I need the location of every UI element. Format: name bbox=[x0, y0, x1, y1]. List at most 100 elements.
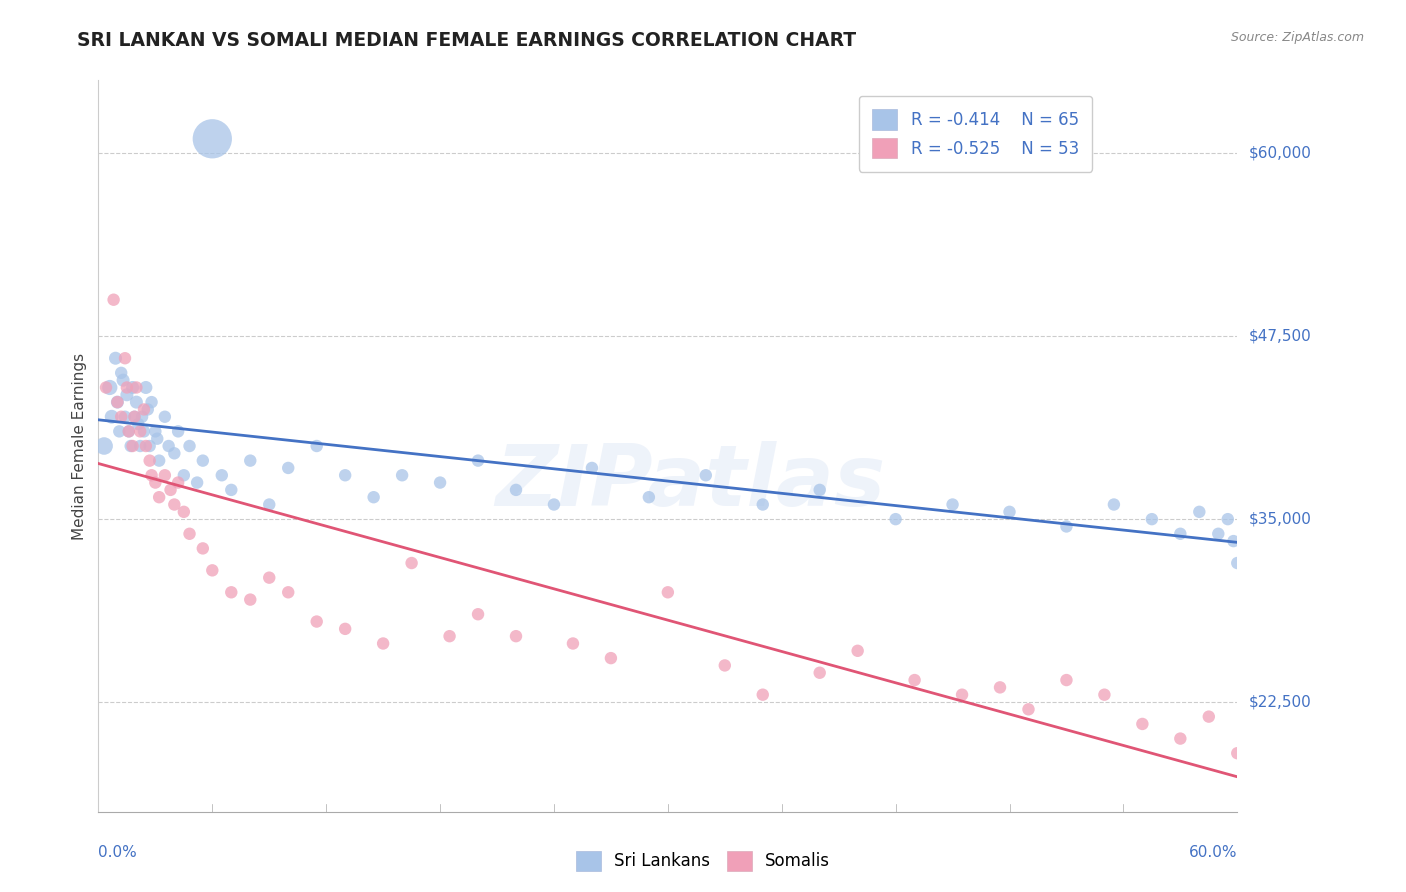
Legend: R = -0.414    N = 65, R = -0.525    N = 53: R = -0.414 N = 65, R = -0.525 N = 53 bbox=[859, 96, 1092, 171]
Point bbox=[988, 681, 1011, 695]
Point bbox=[138, 453, 160, 467]
Point bbox=[1056, 519, 1078, 533]
Point bbox=[141, 395, 163, 409]
Point bbox=[129, 439, 152, 453]
Point bbox=[100, 409, 122, 424]
Point bbox=[752, 688, 775, 702]
Point bbox=[277, 461, 299, 475]
Point bbox=[132, 425, 155, 439]
Point bbox=[131, 409, 153, 424]
Text: SRI LANKAN VS SOMALI MEDIAN FEMALE EARNINGS CORRELATION CHART: SRI LANKAN VS SOMALI MEDIAN FEMALE EARNI… bbox=[77, 31, 856, 50]
Point bbox=[163, 498, 186, 512]
Point bbox=[305, 439, 328, 453]
Point bbox=[179, 439, 201, 453]
Point bbox=[1094, 688, 1116, 702]
Point bbox=[950, 688, 973, 702]
Point bbox=[335, 622, 357, 636]
Point bbox=[163, 446, 186, 460]
Point bbox=[201, 132, 224, 146]
Point bbox=[179, 526, 201, 541]
Point bbox=[148, 490, 170, 504]
Point bbox=[1018, 702, 1040, 716]
Point bbox=[115, 380, 138, 394]
Point bbox=[93, 439, 115, 453]
Point bbox=[186, 475, 208, 490]
Point bbox=[211, 468, 233, 483]
Point bbox=[239, 592, 262, 607]
Point bbox=[127, 417, 149, 431]
Point bbox=[191, 453, 214, 467]
Point bbox=[167, 475, 190, 490]
Point bbox=[125, 380, 148, 394]
Point bbox=[467, 453, 489, 467]
Point bbox=[752, 498, 775, 512]
Point bbox=[259, 498, 281, 512]
Point bbox=[998, 505, 1021, 519]
Point bbox=[201, 563, 224, 577]
Point bbox=[173, 468, 195, 483]
Point bbox=[439, 629, 461, 643]
Point bbox=[107, 395, 129, 409]
Point bbox=[371, 636, 394, 650]
Point bbox=[714, 658, 737, 673]
Text: $35,000: $35,000 bbox=[1249, 512, 1312, 526]
Point bbox=[145, 475, 167, 490]
Text: ZIPatlas: ZIPatlas bbox=[495, 441, 886, 524]
Point bbox=[103, 293, 125, 307]
Point bbox=[1198, 709, 1220, 723]
Point bbox=[221, 483, 243, 497]
Point bbox=[132, 402, 155, 417]
Point bbox=[108, 425, 131, 439]
Point bbox=[401, 556, 423, 570]
Point bbox=[239, 453, 262, 467]
Point bbox=[904, 673, 927, 687]
Point bbox=[107, 395, 129, 409]
Point bbox=[145, 425, 167, 439]
Point bbox=[505, 629, 527, 643]
Point bbox=[884, 512, 907, 526]
Point bbox=[135, 439, 157, 453]
Point bbox=[277, 585, 299, 599]
Point bbox=[115, 388, 138, 402]
Point bbox=[129, 425, 152, 439]
Point bbox=[118, 425, 141, 439]
Point bbox=[121, 380, 143, 394]
Point bbox=[1188, 505, 1211, 519]
Point bbox=[1226, 746, 1249, 760]
Point bbox=[148, 453, 170, 467]
Point bbox=[1226, 556, 1249, 570]
Point bbox=[335, 468, 357, 483]
Point bbox=[138, 439, 160, 453]
Point bbox=[657, 585, 679, 599]
Point bbox=[1222, 534, 1244, 549]
Point bbox=[600, 651, 623, 665]
Point bbox=[135, 380, 157, 394]
Point bbox=[562, 636, 585, 650]
Point bbox=[114, 351, 136, 366]
Y-axis label: Median Female Earnings: Median Female Earnings bbox=[72, 352, 87, 540]
Point bbox=[157, 439, 180, 453]
Point bbox=[1102, 498, 1125, 512]
Point bbox=[159, 483, 181, 497]
Legend: Sri Lankans, Somalis: Sri Lankans, Somalis bbox=[568, 842, 838, 880]
Point bbox=[1170, 526, 1192, 541]
Point bbox=[136, 402, 159, 417]
Point bbox=[846, 644, 869, 658]
Point bbox=[112, 373, 135, 387]
Text: Source: ZipAtlas.com: Source: ZipAtlas.com bbox=[1230, 31, 1364, 45]
Point bbox=[120, 439, 142, 453]
Text: $47,500: $47,500 bbox=[1249, 329, 1312, 343]
Point bbox=[695, 468, 717, 483]
Point bbox=[124, 409, 146, 424]
Text: $60,000: $60,000 bbox=[1249, 146, 1312, 161]
Point bbox=[543, 498, 565, 512]
Point bbox=[191, 541, 214, 556]
Point bbox=[146, 432, 169, 446]
Point bbox=[1170, 731, 1192, 746]
Point bbox=[94, 380, 117, 394]
Point bbox=[429, 475, 451, 490]
Point bbox=[808, 665, 831, 680]
Point bbox=[1140, 512, 1163, 526]
Point bbox=[638, 490, 661, 504]
Point bbox=[581, 461, 603, 475]
